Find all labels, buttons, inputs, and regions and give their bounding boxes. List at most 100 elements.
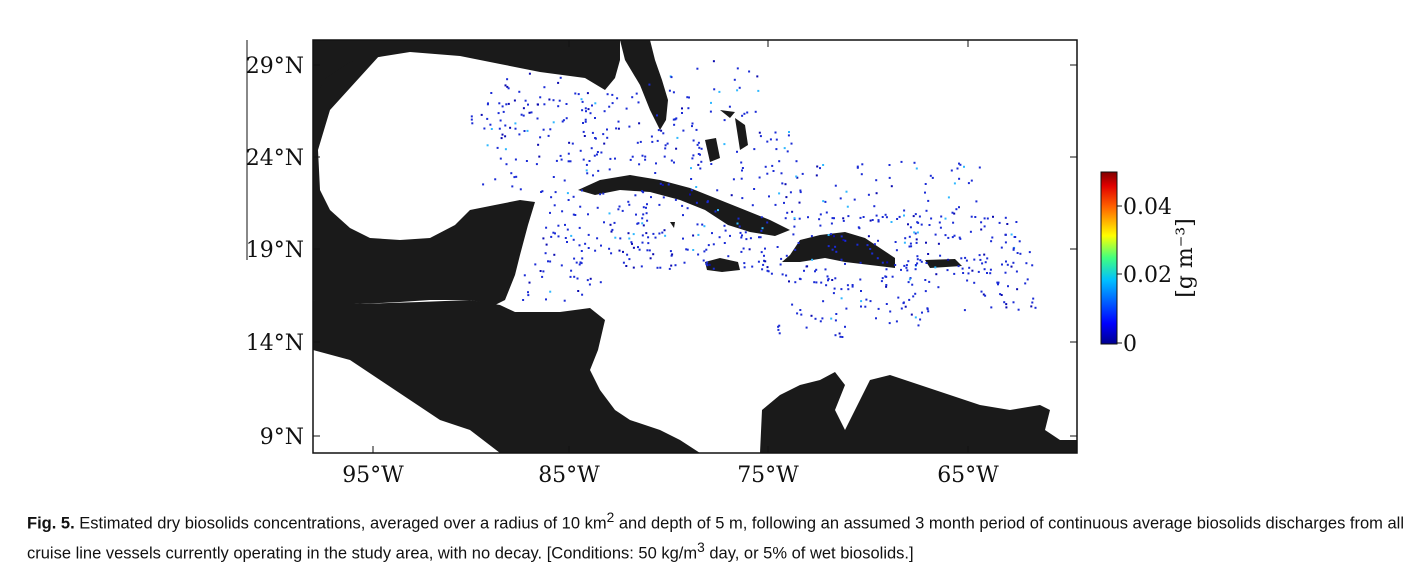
particle-dot	[523, 130, 526, 132]
particle-dot	[664, 147, 667, 150]
particle-dot	[637, 222, 640, 225]
particle-dot	[539, 270, 542, 272]
particle-dot	[766, 172, 769, 175]
particle-dot	[937, 242, 940, 245]
particle-dot	[853, 198, 856, 201]
particle-dot	[975, 200, 978, 203]
particle-dot	[856, 243, 859, 246]
particle-dot	[824, 200, 827, 203]
particle-dot	[822, 164, 825, 166]
particle-dot	[1015, 221, 1018, 223]
particle-dot	[792, 233, 795, 236]
particle-dot	[736, 67, 739, 70]
particle-dot	[724, 229, 727, 232]
particle-dot	[811, 258, 814, 261]
particle-dot	[737, 217, 740, 220]
particle-dot	[959, 163, 962, 166]
particle-dot	[934, 266, 937, 269]
particle-dot	[480, 113, 483, 116]
particle-dot	[884, 213, 887, 216]
figure-caption: Fig. 5. Estimated dry biosolids concentr…	[27, 506, 1417, 565]
particle-dot	[549, 260, 552, 263]
particle-dot	[956, 167, 959, 170]
particle-dot	[900, 160, 903, 163]
particle-dot	[567, 160, 570, 163]
particle-dot	[951, 211, 954, 214]
particle-dot	[603, 221, 605, 224]
particle-dot	[796, 312, 799, 315]
particle-dot	[560, 264, 563, 267]
particle-dot	[974, 216, 977, 218]
lon-label-85: 85°W	[538, 463, 600, 488]
particle-dot	[504, 84, 507, 87]
particle-dot	[617, 127, 620, 130]
particle-dot	[905, 264, 908, 267]
particle-dot	[913, 231, 916, 234]
particle-dot	[524, 99, 527, 102]
particle-dot	[606, 93, 609, 96]
particle-dot	[510, 172, 513, 175]
particle-dot	[673, 161, 675, 164]
particle-dot	[686, 207, 689, 210]
particle-dot	[897, 296, 900, 299]
particle-dot	[572, 238, 575, 241]
particle-dot	[834, 245, 837, 248]
particle-dot	[626, 253, 629, 256]
particle-dot	[652, 253, 655, 256]
particle-dot	[600, 151, 603, 154]
particle-dot	[638, 122, 641, 125]
particle-dot	[507, 102, 510, 105]
particle-dot	[999, 293, 1002, 296]
particle-dot	[791, 210, 794, 213]
particle-dot	[554, 232, 556, 235]
particle-dot	[915, 167, 918, 170]
particle-dot	[552, 121, 555, 124]
particle-dot	[527, 103, 529, 106]
particle-dot	[670, 264, 673, 267]
particle-dot	[736, 222, 739, 225]
particle-dot	[1005, 306, 1008, 309]
particle-dot	[793, 217, 796, 220]
particle-dot	[603, 110, 606, 113]
particle-dot	[806, 265, 809, 268]
particle-dot	[490, 92, 493, 94]
particle-dot	[859, 278, 862, 281]
latitude-axis: 29°N 24°N 19°N 14°N 9°N	[246, 40, 1077, 450]
particle-dot	[729, 234, 731, 237]
particle-dot	[819, 224, 822, 227]
particle-dot	[570, 269, 573, 272]
particle-dot	[758, 176, 761, 179]
particle-dot	[539, 96, 542, 99]
particle-dot	[631, 155, 634, 158]
particle-dot	[507, 87, 510, 90]
particle-dot	[600, 244, 602, 247]
particle-dot	[728, 105, 731, 108]
particle-dot	[706, 261, 709, 264]
particle-dot	[757, 260, 760, 263]
particle-dot	[908, 278, 911, 281]
particle-dot	[642, 191, 645, 194]
particle-dot	[753, 148, 756, 151]
particle-dot	[664, 234, 667, 237]
particle-dot	[520, 113, 523, 116]
particle-dot	[615, 127, 618, 130]
particle-dot	[827, 277, 830, 280]
particle-dot	[717, 209, 719, 212]
particle-dot	[674, 264, 677, 267]
particle-dot	[856, 166, 859, 169]
particle-dot	[819, 167, 821, 170]
particle-dot	[528, 111, 531, 114]
particle-dot	[490, 128, 493, 130]
particle-dot	[622, 250, 624, 253]
particle-dot	[589, 277, 592, 280]
particle-dot	[900, 307, 903, 310]
particle-dot	[499, 157, 502, 160]
particle-dot	[738, 86, 741, 89]
particle-dot	[877, 220, 880, 223]
particle-dot	[938, 221, 941, 224]
particle-dot	[798, 217, 801, 220]
particle-dot	[641, 234, 644, 237]
particle-dot	[738, 225, 741, 228]
particle-dot	[764, 260, 767, 263]
particle-dot	[906, 269, 909, 272]
